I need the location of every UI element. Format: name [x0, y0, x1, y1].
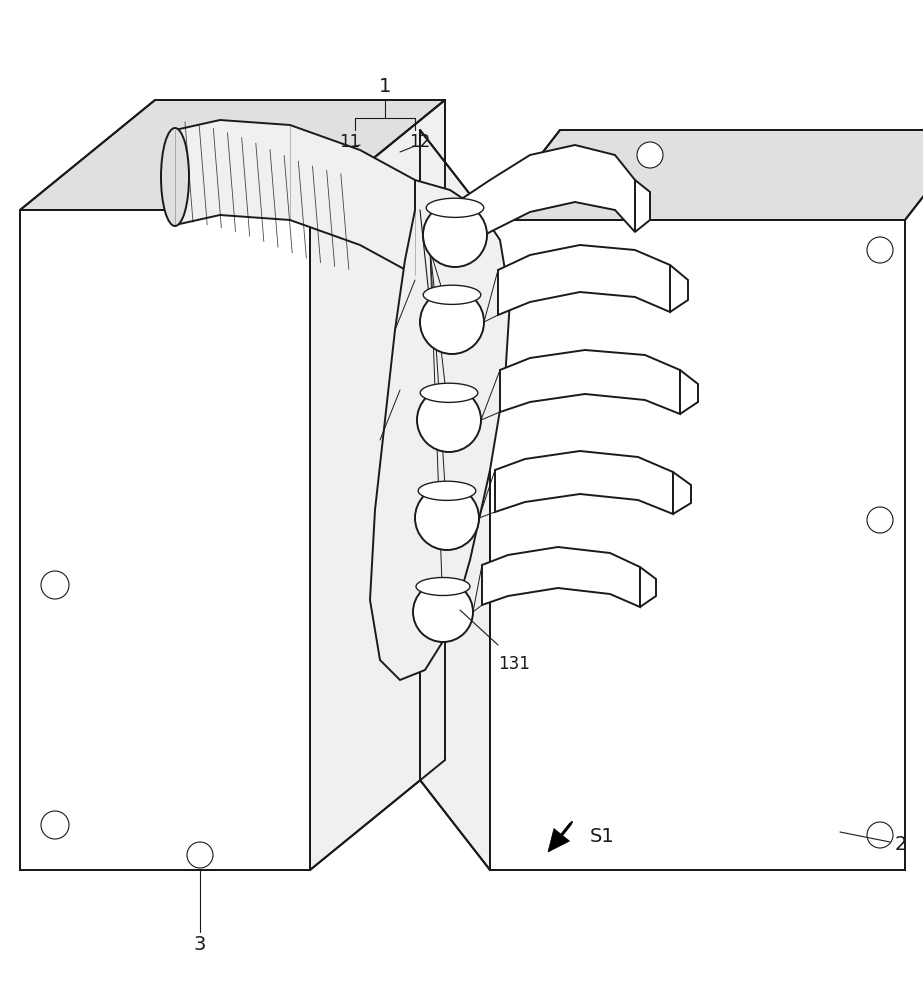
- Circle shape: [867, 507, 893, 533]
- Circle shape: [41, 571, 69, 599]
- Ellipse shape: [424, 285, 481, 304]
- Polygon shape: [640, 567, 656, 607]
- Polygon shape: [20, 100, 445, 210]
- Polygon shape: [490, 130, 923, 220]
- Text: 2: 2: [895, 836, 907, 854]
- Polygon shape: [420, 130, 490, 870]
- Circle shape: [187, 842, 213, 868]
- Polygon shape: [680, 370, 698, 414]
- Polygon shape: [310, 100, 445, 870]
- Circle shape: [867, 822, 893, 848]
- Ellipse shape: [426, 198, 484, 217]
- Polygon shape: [635, 180, 650, 232]
- Text: 11: 11: [340, 133, 361, 151]
- Polygon shape: [482, 547, 640, 607]
- Polygon shape: [175, 120, 430, 305]
- Ellipse shape: [418, 481, 475, 500]
- Polygon shape: [670, 265, 688, 312]
- Circle shape: [41, 811, 69, 839]
- Polygon shape: [460, 145, 635, 250]
- Polygon shape: [370, 180, 510, 680]
- Polygon shape: [673, 472, 691, 514]
- Text: 1: 1: [378, 77, 391, 96]
- Circle shape: [867, 237, 893, 263]
- Circle shape: [417, 388, 481, 452]
- Text: 131: 131: [498, 655, 530, 673]
- Polygon shape: [495, 451, 673, 514]
- Circle shape: [413, 582, 473, 642]
- Polygon shape: [490, 220, 905, 870]
- Circle shape: [420, 290, 484, 354]
- Polygon shape: [500, 350, 680, 414]
- Text: 12: 12: [410, 133, 431, 151]
- Polygon shape: [548, 829, 569, 852]
- Ellipse shape: [420, 383, 478, 402]
- Circle shape: [415, 486, 479, 550]
- Ellipse shape: [161, 128, 189, 226]
- Text: S1: S1: [590, 828, 615, 846]
- Circle shape: [637, 142, 663, 168]
- Polygon shape: [20, 210, 310, 870]
- Circle shape: [423, 203, 487, 267]
- Text: 3: 3: [194, 936, 206, 954]
- Polygon shape: [498, 245, 670, 315]
- Ellipse shape: [416, 578, 470, 595]
